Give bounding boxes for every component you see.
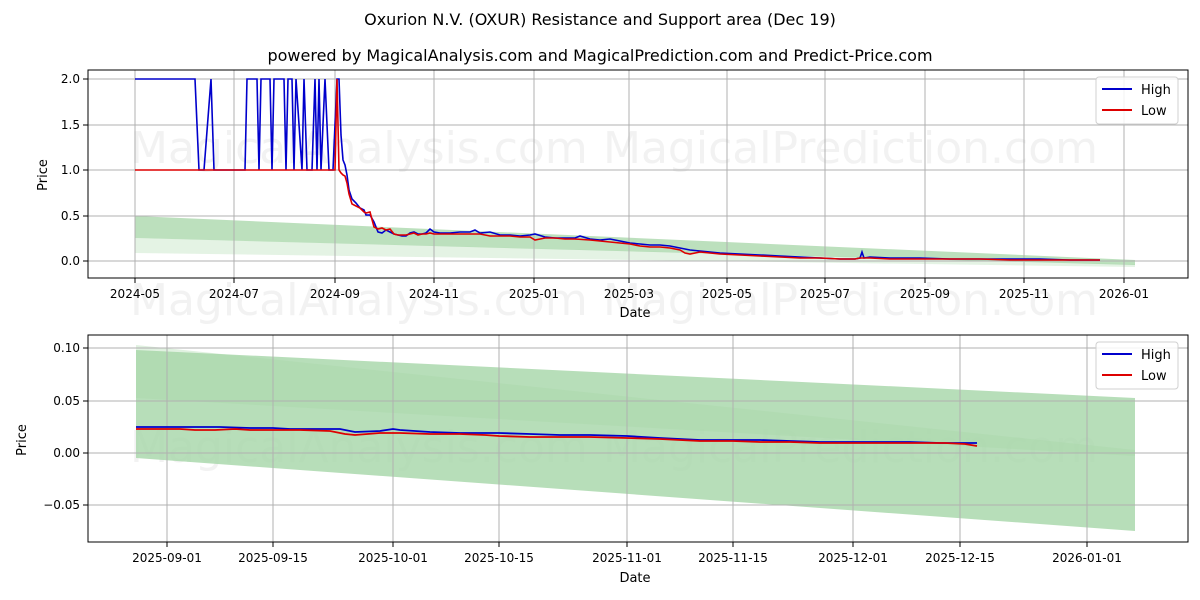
top-x-axis-label: Date bbox=[619, 306, 650, 321]
bottom-x-axis-label: Date bbox=[619, 571, 650, 586]
x-tick-label: 2025-12-15 bbox=[925, 551, 995, 565]
watermark-analysis-2: MagicalAnalysis.com bbox=[130, 275, 588, 326]
support-band-outer bbox=[135, 238, 1135, 267]
bottom-grid bbox=[88, 335, 1188, 542]
x-tick-label: 2025-01 bbox=[509, 287, 559, 301]
top-chart: MagicalAnalysis.com MagicalPrediction.co… bbox=[36, 69, 1189, 326]
bottom-legend: High Low bbox=[1095, 341, 1179, 390]
y-tick-label: 0.00 bbox=[53, 446, 80, 460]
y-tick-label: 1.5 bbox=[61, 118, 80, 132]
y-tick-label: 2.0 bbox=[61, 72, 80, 86]
bottom-chart: MagicalAnalysis.com MagicalPrediction.co… bbox=[15, 334, 1189, 586]
x-tick-label: 2025-10-01 bbox=[358, 551, 428, 565]
watermark-prediction-2: MagicalPrediction.com bbox=[603, 275, 1098, 326]
bottom-y-ticks: 0.10 0.05 0.00 −0.05 bbox=[43, 341, 88, 512]
top-x-ticks: 2024-05 2024-07 2024-09 2024-11 2025-01 … bbox=[110, 278, 1149, 301]
bottom-x-ticks: 2025-09-01 2025-09-15 2025-10-01 2025-10… bbox=[132, 542, 1122, 565]
x-tick-label: 2025-09-01 bbox=[132, 551, 202, 565]
top-grid bbox=[88, 70, 1188, 278]
legend-high-label: High bbox=[1141, 83, 1171, 98]
x-tick-label: 2025-11 bbox=[999, 287, 1049, 301]
x-tick-label: 2025-03 bbox=[604, 287, 654, 301]
x-tick-label: 2025-12-01 bbox=[818, 551, 888, 565]
x-tick-label: 2026-01 bbox=[1099, 287, 1149, 301]
high-line-zoomed bbox=[136, 426, 977, 444]
resistance-band-inner bbox=[135, 216, 1135, 265]
y-tick-label: 0.10 bbox=[53, 341, 80, 355]
y-tick-label: 0.05 bbox=[53, 394, 80, 408]
top-axes-frame bbox=[87, 69, 1189, 279]
y-tick-label: −0.05 bbox=[43, 498, 80, 512]
watermark-prediction: MagicalPrediction.com bbox=[603, 123, 1098, 174]
top-legend: High Low bbox=[1095, 76, 1179, 125]
x-tick-label: 2024-05 bbox=[110, 287, 160, 301]
y-tick-label: 0.0 bbox=[61, 254, 80, 268]
low-line-zoomed bbox=[136, 428, 978, 447]
x-tick-label: 2024-07 bbox=[209, 287, 259, 301]
x-tick-label: 2025-07 bbox=[800, 287, 850, 301]
x-tick-label: 2025-10-15 bbox=[464, 551, 534, 565]
x-tick-label: 2025-11-01 bbox=[592, 551, 662, 565]
legend-low-label: Low bbox=[1141, 104, 1167, 119]
top-y-axis-label: Price bbox=[36, 159, 51, 191]
chart-subtitle: powered by MagicalAnalysis.com and Magic… bbox=[267, 46, 933, 65]
x-tick-label: 2025-11-15 bbox=[698, 551, 768, 565]
x-tick-label: 2024-09 bbox=[310, 287, 360, 301]
y-tick-label: 0.5 bbox=[61, 209, 80, 223]
x-tick-label: 2025-09 bbox=[900, 287, 950, 301]
x-tick-label: 2025-09-15 bbox=[238, 551, 308, 565]
x-tick-label: 2025-05 bbox=[702, 287, 752, 301]
bottom-axes-frame bbox=[87, 334, 1189, 543]
y-tick-label: 1.0 bbox=[61, 163, 80, 177]
x-tick-label: 2024-11 bbox=[409, 287, 459, 301]
legend-high-label: High bbox=[1141, 348, 1171, 363]
top-y-ticks: 0.0 0.5 1.0 1.5 2.0 bbox=[61, 72, 88, 268]
support-band bbox=[136, 350, 1135, 531]
chart-title: Oxurion N.V. (OXUR) Resistance and Suppo… bbox=[364, 10, 836, 29]
legend-low-label: Low bbox=[1141, 369, 1167, 384]
x-tick-label: 2026-01-01 bbox=[1052, 551, 1122, 565]
low-line bbox=[135, 78, 1100, 261]
bottom-y-axis-label: Price bbox=[15, 424, 30, 456]
